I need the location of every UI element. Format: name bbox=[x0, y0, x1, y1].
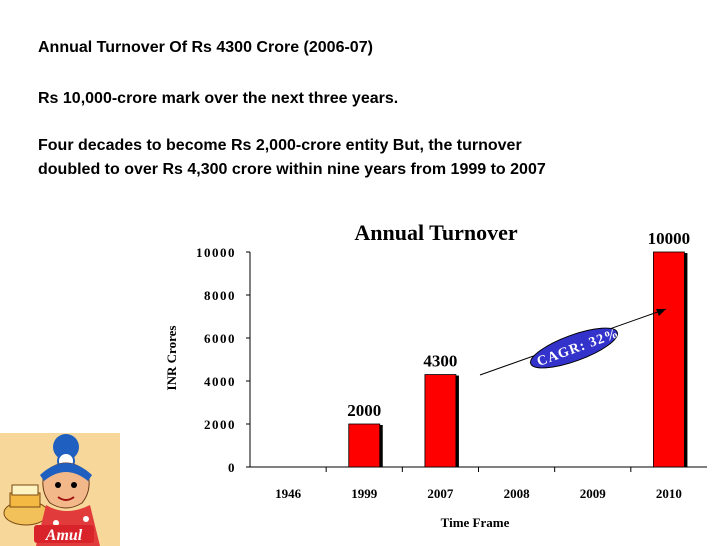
amul-logo-text: Amul bbox=[45, 527, 83, 544]
y-tick-label: 6000 bbox=[204, 331, 236, 346]
cagr-arrowhead bbox=[656, 309, 666, 316]
headline-doubled: doubled to over Rs 4,300 crore within ni… bbox=[38, 161, 546, 178]
y-tick-label: 4000 bbox=[204, 374, 236, 389]
amul-mascot-logo: Amul bbox=[0, 433, 120, 546]
x-tick-label: 2010 bbox=[656, 486, 682, 501]
y-tick-label: 2000 bbox=[204, 417, 236, 432]
headline-turnover: Annual Turnover Of Rs 4300 Crore (2006-0… bbox=[38, 39, 373, 56]
bar-data-label: 2000 bbox=[347, 401, 381, 420]
x-tick-label: 1999 bbox=[351, 486, 378, 501]
bar-data-label: 10000 bbox=[648, 229, 691, 248]
bar-data-label: 4300 bbox=[423, 352, 457, 371]
x-tick-label: 2008 bbox=[504, 486, 531, 501]
headline-decades: Four decades to become Rs 2,000-crore en… bbox=[38, 137, 522, 154]
bar bbox=[424, 374, 457, 468]
x-tick-label: 2009 bbox=[580, 486, 607, 501]
y-tick-label: 8000 bbox=[204, 288, 236, 303]
headline-target: Rs 10,000-crore mark over the next three… bbox=[38, 90, 399, 107]
chart-title: Annual Turnover bbox=[354, 220, 517, 245]
y-tick-label: 0 bbox=[228, 460, 236, 475]
y-axis-label: INR Crores bbox=[164, 326, 179, 391]
y-tick-label: 10000 bbox=[196, 245, 236, 260]
x-tick-label: 2007 bbox=[427, 486, 454, 501]
bar bbox=[348, 423, 381, 468]
x-tick-label: 1946 bbox=[275, 486, 302, 501]
x-axis-label: Time Frame bbox=[441, 515, 510, 530]
cagr-ellipse bbox=[530, 327, 618, 369]
cagr-bubble: CAGR: 32% bbox=[530, 326, 621, 370]
bar bbox=[653, 251, 685, 468]
